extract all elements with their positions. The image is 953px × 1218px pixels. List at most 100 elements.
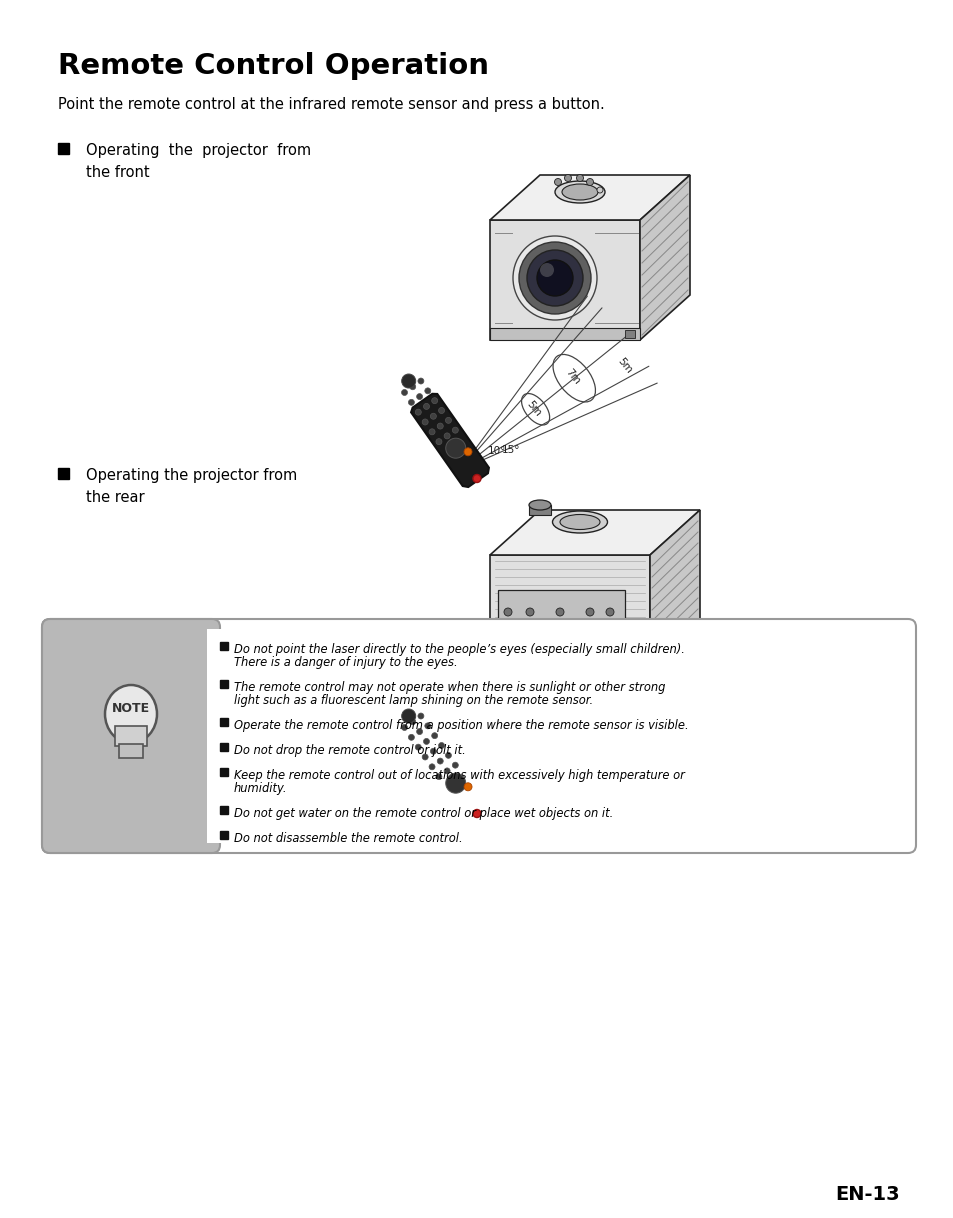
Ellipse shape bbox=[529, 501, 551, 510]
Ellipse shape bbox=[105, 685, 157, 743]
Circle shape bbox=[429, 764, 435, 770]
Circle shape bbox=[513, 236, 597, 320]
Ellipse shape bbox=[552, 512, 607, 533]
Bar bbox=[220, 642, 228, 650]
Polygon shape bbox=[411, 728, 488, 822]
Circle shape bbox=[417, 713, 423, 719]
Circle shape bbox=[473, 475, 480, 482]
Circle shape bbox=[452, 762, 457, 769]
Circle shape bbox=[408, 734, 414, 741]
Text: 7m: 7m bbox=[563, 368, 581, 386]
Text: light such as a fluorescent lamp shining on the remote sensor.: light such as a fluorescent lamp shining… bbox=[233, 694, 593, 706]
Circle shape bbox=[586, 179, 593, 185]
Text: 7m: 7m bbox=[564, 699, 582, 719]
Bar bbox=[220, 831, 228, 839]
Text: 10°: 10° bbox=[488, 781, 506, 790]
Circle shape bbox=[597, 188, 602, 192]
Circle shape bbox=[556, 608, 563, 616]
Bar bbox=[595, 620, 617, 638]
Circle shape bbox=[436, 438, 441, 445]
Bar bbox=[490, 328, 639, 340]
Text: 5m: 5m bbox=[525, 731, 543, 750]
Polygon shape bbox=[639, 175, 689, 340]
Circle shape bbox=[526, 250, 582, 306]
Text: 5m: 5m bbox=[524, 398, 542, 418]
Text: the front: the front bbox=[86, 164, 150, 180]
Circle shape bbox=[430, 748, 436, 754]
Text: Point the remote control at the infrared remote sensor and press a button.: Point the remote control at the infrared… bbox=[58, 97, 604, 112]
Ellipse shape bbox=[559, 514, 599, 530]
Text: Operating  the  projector  from: Operating the projector from bbox=[86, 143, 311, 158]
Circle shape bbox=[401, 725, 407, 731]
Circle shape bbox=[417, 378, 423, 384]
Circle shape bbox=[422, 419, 428, 425]
Text: 15°: 15° bbox=[501, 780, 519, 789]
Circle shape bbox=[539, 263, 554, 276]
Text: Keep the remote control out of locations with excessively high temperature or: Keep the remote control out of locations… bbox=[233, 769, 684, 782]
Bar bbox=[220, 717, 228, 726]
Circle shape bbox=[445, 418, 451, 424]
Text: Do not disassemble the remote control.: Do not disassemble the remote control. bbox=[233, 832, 462, 845]
Circle shape bbox=[416, 728, 422, 734]
Text: the rear: the rear bbox=[86, 490, 145, 505]
Text: humidity.: humidity. bbox=[233, 782, 287, 795]
Circle shape bbox=[409, 384, 416, 390]
Circle shape bbox=[423, 403, 429, 409]
Bar bbox=[119, 744, 143, 758]
Text: Do not get water on the remote control or place wet objects on it.: Do not get water on the remote control o… bbox=[233, 808, 613, 820]
Circle shape bbox=[429, 429, 435, 435]
Text: 5m: 5m bbox=[615, 356, 633, 375]
Bar bbox=[524, 627, 539, 635]
Circle shape bbox=[438, 743, 444, 749]
Bar bbox=[115, 726, 147, 745]
Ellipse shape bbox=[561, 184, 598, 200]
Circle shape bbox=[401, 390, 407, 396]
Text: NOTE: NOTE bbox=[112, 702, 150, 715]
Bar bbox=[544, 620, 569, 638]
Text: The remote control may not operate when there is sunlight or other strong: The remote control may not operate when … bbox=[233, 681, 664, 694]
Circle shape bbox=[409, 719, 416, 725]
Circle shape bbox=[463, 448, 472, 456]
Bar bbox=[501, 622, 519, 639]
Bar bbox=[220, 769, 228, 776]
Bar bbox=[495, 647, 530, 665]
Circle shape bbox=[445, 773, 465, 793]
Circle shape bbox=[416, 393, 422, 400]
Text: 10°: 10° bbox=[488, 446, 506, 456]
Circle shape bbox=[430, 413, 436, 419]
Ellipse shape bbox=[555, 181, 604, 203]
Text: Remote Control Operation: Remote Control Operation bbox=[58, 52, 489, 80]
Circle shape bbox=[518, 242, 590, 314]
Bar bbox=[575, 627, 589, 635]
Circle shape bbox=[401, 374, 416, 389]
Bar bbox=[220, 680, 228, 688]
Polygon shape bbox=[490, 510, 700, 555]
Polygon shape bbox=[490, 220, 639, 340]
Bar bbox=[207, 628, 227, 843]
Polygon shape bbox=[649, 510, 700, 670]
Circle shape bbox=[436, 758, 443, 764]
Bar bbox=[624, 330, 635, 339]
FancyBboxPatch shape bbox=[42, 619, 915, 853]
Circle shape bbox=[436, 423, 443, 429]
Circle shape bbox=[585, 608, 594, 616]
Circle shape bbox=[436, 773, 441, 780]
Circle shape bbox=[576, 174, 583, 181]
Bar bbox=[220, 743, 228, 752]
Circle shape bbox=[554, 179, 561, 185]
Circle shape bbox=[415, 744, 421, 750]
Circle shape bbox=[424, 387, 431, 393]
Text: Do not point the laser directly to the people’s eyes (especially small children): Do not point the laser directly to the p… bbox=[233, 643, 684, 657]
Circle shape bbox=[445, 753, 451, 759]
Bar bbox=[220, 806, 228, 814]
Circle shape bbox=[564, 174, 571, 181]
Circle shape bbox=[525, 608, 534, 616]
Circle shape bbox=[415, 409, 421, 415]
Text: 5m: 5m bbox=[617, 687, 636, 706]
Circle shape bbox=[463, 783, 472, 790]
Circle shape bbox=[422, 754, 428, 760]
Polygon shape bbox=[490, 175, 689, 220]
Circle shape bbox=[401, 709, 416, 723]
Text: Operate the remote control from a position where the remote sensor is visible.: Operate the remote control from a positi… bbox=[233, 719, 688, 732]
Circle shape bbox=[473, 810, 480, 817]
